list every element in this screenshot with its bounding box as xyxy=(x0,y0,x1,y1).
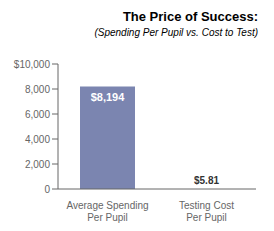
svg-text:Average SpendingPer Pupil: Average SpendingPer Pupil xyxy=(66,200,148,223)
svg-text:$10,000: $10,000 xyxy=(14,59,51,70)
svg-text:0: 0 xyxy=(44,184,50,195)
html-text:(Spending Per Pupil vs. Cost t: (Spending Per Pupil vs. Cost to Test) xyxy=(94,27,258,38)
svg-text:2,000: 2,000 xyxy=(25,159,50,170)
svg-text:8,000: 8,000 xyxy=(25,84,50,95)
svg-text:4,000: 4,000 xyxy=(25,134,50,145)
svg-text:$8,194: $8,194 xyxy=(91,91,126,103)
svg-text:$5.81: $5.81 xyxy=(194,175,219,186)
html-text:The Price of Success:: The Price of Success: xyxy=(122,9,258,24)
svg-text:6,000: 6,000 xyxy=(25,109,50,120)
svg-text:Testing CostPer Pupil: Testing CostPer Pupil xyxy=(179,200,234,223)
